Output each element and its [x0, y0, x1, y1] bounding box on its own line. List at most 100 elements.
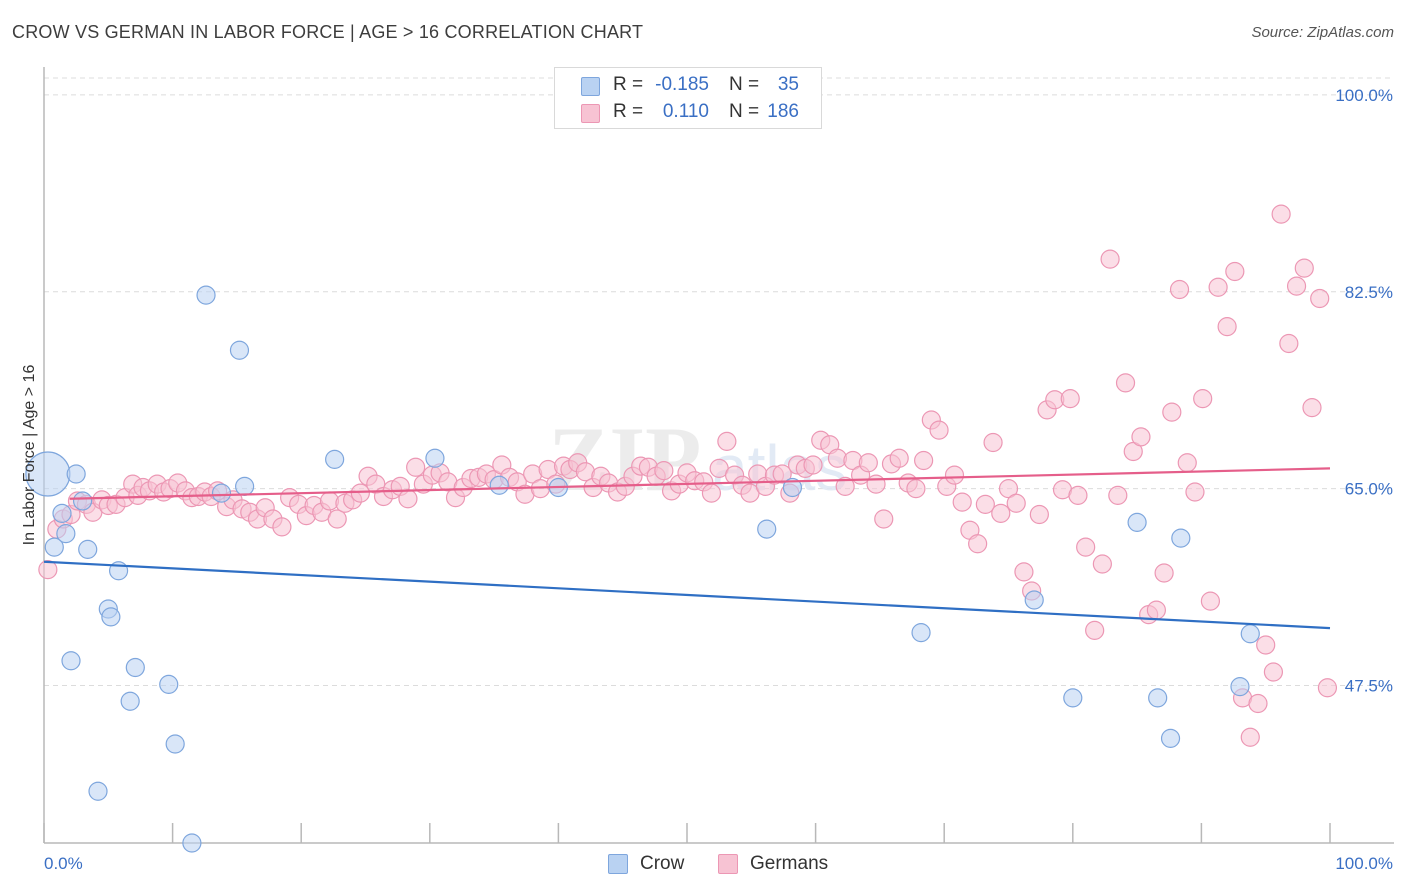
legend-n-label: N =	[729, 101, 760, 122]
crow-point	[101, 607, 121, 627]
crow-point	[1171, 528, 1191, 548]
germans-point	[1193, 389, 1213, 409]
germans-point	[1060, 389, 1080, 409]
germans-point	[1217, 317, 1237, 337]
germans-point	[1225, 261, 1245, 282]
crow-point	[489, 475, 509, 495]
y-axis-label: In Labor Force | Age > 16	[21, 364, 38, 546]
germans-point	[772, 464, 792, 484]
tick-labels: 47.5% 65.0% 82.5% 100.0% 0.0% 100.0%	[44, 86, 1393, 873]
crow-point	[66, 464, 86, 484]
germans-point	[38, 560, 58, 580]
germans-point	[1006, 493, 1026, 513]
germans-point	[914, 450, 934, 471]
germans-point	[1014, 562, 1034, 582]
crow-point	[159, 674, 179, 694]
y-tick-label: 100.0%	[1335, 86, 1393, 105]
crow-point	[196, 285, 216, 305]
germans-swatch	[581, 104, 600, 123]
germans-legend-swatch	[718, 854, 738, 874]
crow-point	[1148, 688, 1168, 708]
crow-point	[44, 537, 64, 557]
crow-point	[1160, 728, 1181, 748]
legend-r-label: R =	[613, 74, 644, 95]
germans-point	[1131, 427, 1151, 447]
legend-n-label: N =	[729, 74, 760, 95]
legend-r-label: R =	[613, 101, 644, 122]
germans-point	[1115, 373, 1136, 393]
germans-point	[874, 509, 894, 529]
germans-point	[1068, 485, 1088, 505]
crow-point	[325, 449, 345, 469]
crow-point	[425, 448, 445, 468]
germans-point	[866, 474, 886, 494]
germans-point	[944, 465, 965, 485]
germans-point	[1310, 288, 1330, 309]
crow-point	[78, 539, 98, 559]
crow-point	[211, 483, 232, 503]
crow-point	[235, 476, 255, 496]
germans-point	[952, 492, 972, 512]
germans-legend-label: Germans	[750, 853, 829, 874]
grid-layer	[44, 77, 1394, 686]
germans-point	[398, 489, 418, 509]
crow-point	[1240, 624, 1260, 644]
crow-point	[182, 833, 202, 853]
germans-point	[654, 461, 674, 481]
germans-point	[929, 420, 949, 440]
germans-point	[1177, 453, 1197, 473]
crow-point	[88, 781, 108, 801]
y-tick-label: 47.5%	[1345, 677, 1393, 696]
germans-point	[1162, 402, 1182, 422]
germans-point	[1271, 204, 1291, 224]
legend-r-value: -0.185	[655, 74, 709, 95]
crow-point	[61, 651, 81, 671]
germans-point	[1200, 591, 1221, 611]
crow-point	[165, 734, 185, 754]
germans-point	[1146, 600, 1166, 620]
x-tick-label-max: 100.0%	[1335, 854, 1393, 873]
correlation-legend: R = -0.185 N = 35 R = 0.110 N = 186	[554, 67, 822, 129]
crow-point	[52, 503, 72, 523]
germans-point	[1248, 693, 1268, 714]
crow-point	[56, 524, 76, 544]
crow-point	[1063, 688, 1083, 708]
germans-point	[1154, 563, 1174, 583]
germans-points	[38, 204, 1338, 747]
series-legend: Crow Germans	[0, 852, 1406, 878]
germans-point	[1108, 485, 1128, 505]
crow-legend-swatch	[608, 854, 628, 874]
germans-point	[1240, 727, 1260, 747]
germans-point	[889, 448, 909, 468]
germans-point	[1317, 678, 1338, 698]
crow-swatch	[581, 77, 600, 96]
trend-lines	[43, 467, 1331, 630]
germans-point	[701, 483, 722, 503]
germans-point	[1286, 276, 1307, 296]
germans-point	[1092, 554, 1112, 574]
germans-point	[717, 431, 737, 451]
germans-point	[1208, 277, 1228, 297]
germans-trend-line	[69, 467, 1331, 500]
germans-point	[1185, 482, 1205, 502]
germans-point	[983, 432, 1003, 453]
germans-point	[1294, 258, 1314, 278]
crow-point	[1024, 590, 1044, 610]
chart-title: CROW VS GERMAN IN LABOR FORCE | AGE > 16…	[12, 22, 644, 42]
germans-point	[406, 457, 426, 477]
legend-r-value: 0.110	[662, 101, 709, 122]
legend-row-crow: R = -0.185 N = 35	[555, 74, 821, 100]
germans-point	[1029, 504, 1049, 525]
crow-point	[1127, 512, 1147, 532]
crow-legend-label: Crow	[640, 853, 685, 874]
y-tick-label: 82.5%	[1345, 283, 1393, 302]
crow-points	[25, 285, 1260, 853]
x-tick-label-min: 0.0%	[44, 854, 83, 873]
germans-point	[803, 455, 823, 475]
legend-row-germans: R = 0.110 N = 186	[555, 101, 821, 127]
y-tick-label: 65.0%	[1345, 480, 1393, 499]
germans-point	[350, 483, 370, 503]
germans-point	[1085, 620, 1105, 640]
germans-point	[1100, 249, 1120, 269]
germans-point	[1263, 662, 1284, 682]
